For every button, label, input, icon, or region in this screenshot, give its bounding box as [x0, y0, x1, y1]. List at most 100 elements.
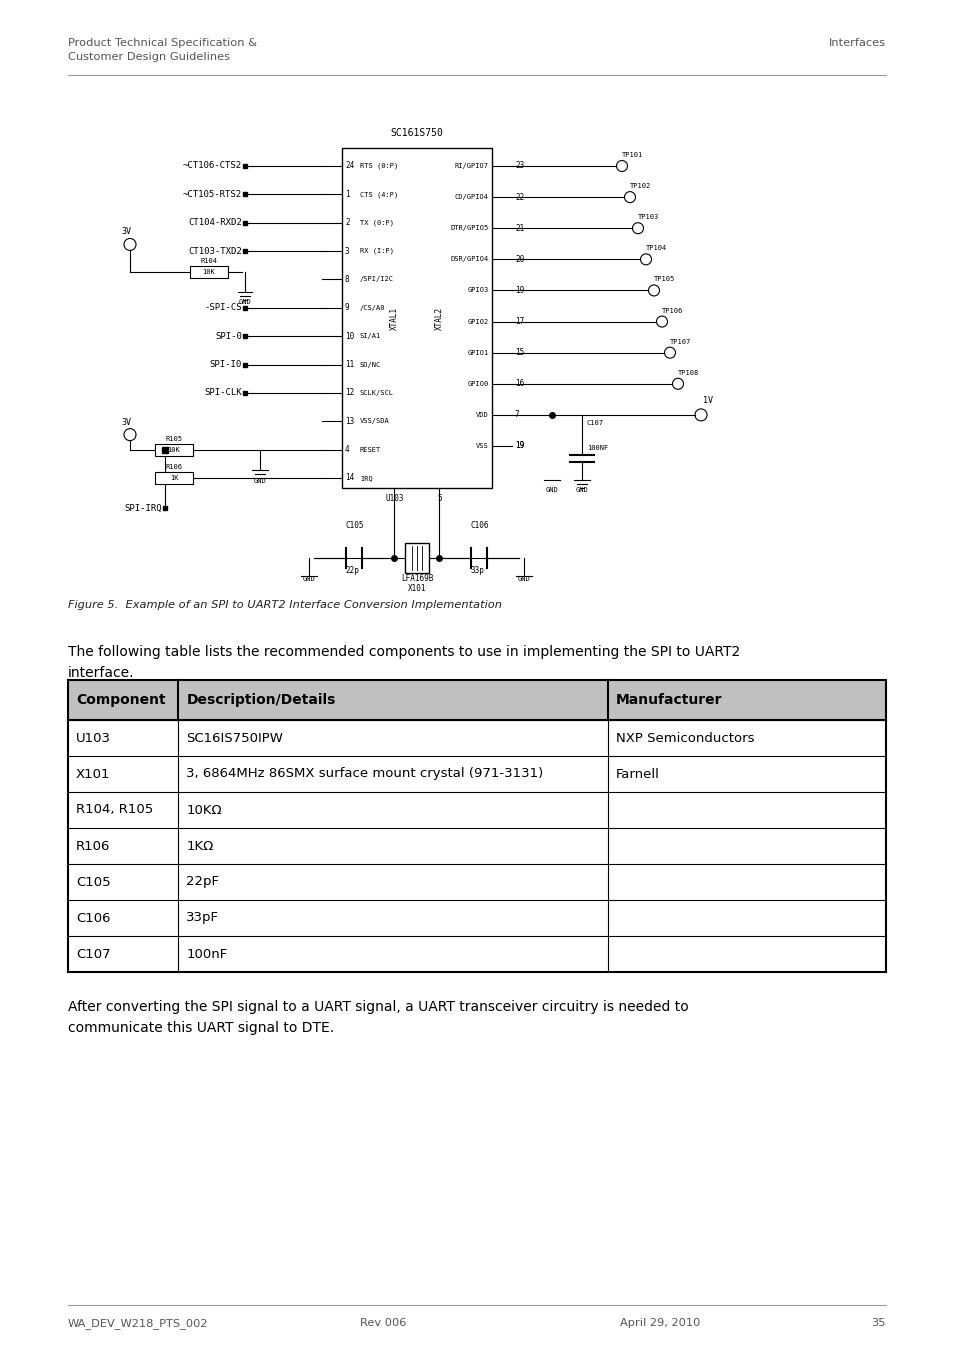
Text: 3V: 3V — [121, 227, 131, 236]
Text: TP104: TP104 — [645, 246, 666, 251]
Text: 33pF: 33pF — [186, 911, 219, 925]
Text: RI/GPIO7: RI/GPIO7 — [455, 163, 489, 169]
Text: 1K: 1K — [170, 475, 178, 481]
Text: 1V: 1V — [702, 396, 712, 405]
Text: Rev 006: Rev 006 — [359, 1318, 406, 1328]
Text: GND: GND — [575, 487, 588, 493]
Text: 17: 17 — [515, 317, 524, 327]
Text: SPI-CLK: SPI-CLK — [204, 389, 242, 397]
Text: RX (I:P): RX (I:P) — [359, 248, 394, 254]
Text: TP102: TP102 — [629, 184, 651, 189]
Text: C106: C106 — [76, 911, 111, 925]
Bar — [190, 266, 228, 278]
Text: GND: GND — [303, 576, 315, 582]
Text: April 29, 2010: April 29, 2010 — [619, 1318, 700, 1328]
Text: TP107: TP107 — [669, 339, 691, 344]
Text: 23: 23 — [515, 162, 524, 170]
Text: 21: 21 — [515, 224, 524, 232]
Text: SI/A1: SI/A1 — [359, 333, 381, 339]
Text: 14: 14 — [345, 474, 354, 482]
Text: The following table lists the recommended components to use in implementing the : The following table lists the recommende… — [68, 645, 740, 679]
Text: 15: 15 — [515, 348, 524, 358]
Text: U103: U103 — [76, 732, 111, 744]
Text: ~CT105-RTS2: ~CT105-RTS2 — [183, 190, 242, 198]
Text: C107: C107 — [76, 948, 111, 960]
Text: SC161S750: SC161S750 — [390, 128, 443, 138]
Text: GND: GND — [238, 300, 251, 305]
Text: R106: R106 — [76, 840, 111, 852]
Text: SCLK/SCL: SCLK/SCL — [359, 390, 394, 396]
Text: 5: 5 — [436, 494, 441, 504]
Text: 11: 11 — [345, 360, 354, 369]
Text: GPIO1: GPIO1 — [467, 350, 489, 355]
Text: GPIO0: GPIO0 — [467, 381, 489, 387]
Text: SC16IS750IPW: SC16IS750IPW — [186, 732, 283, 744]
Text: VDD: VDD — [476, 412, 489, 418]
Text: 3: 3 — [345, 247, 349, 255]
Text: XTAL1: XTAL1 — [390, 306, 398, 329]
Text: VSS/SDA: VSS/SDA — [359, 418, 390, 424]
Text: X101: X101 — [407, 585, 426, 593]
Text: 22p: 22p — [345, 566, 359, 575]
Text: VSS: VSS — [476, 443, 489, 450]
Text: WA_DEV_W218_PTS_002: WA_DEV_W218_PTS_002 — [68, 1318, 209, 1328]
Text: Figure 5.  Example of an SPI to UART2 Interface Conversion Implementation: Figure 5. Example of an SPI to UART2 Int… — [68, 599, 501, 610]
Text: TP105: TP105 — [654, 277, 675, 282]
Text: TP108: TP108 — [678, 370, 699, 375]
Text: 22pF: 22pF — [186, 876, 219, 888]
Text: TX (0:P): TX (0:P) — [359, 220, 394, 225]
Text: 4: 4 — [345, 446, 349, 454]
Text: 3, 6864MHz 86SMX surface mount crystal (971-3131): 3, 6864MHz 86SMX surface mount crystal (… — [186, 768, 543, 780]
Text: TP103: TP103 — [638, 215, 659, 220]
Text: SPI-0: SPI-0 — [214, 332, 242, 340]
Bar — [68, 680, 885, 720]
Text: 1: 1 — [345, 190, 349, 198]
Text: RTS (0:P): RTS (0:P) — [359, 163, 397, 169]
Text: Farnell: Farnell — [616, 768, 659, 780]
Text: ~CT106-CTS2: ~CT106-CTS2 — [183, 162, 242, 170]
Text: C105: C105 — [76, 876, 111, 888]
Text: GPIO2: GPIO2 — [467, 319, 489, 324]
Text: 16: 16 — [515, 379, 524, 389]
Text: U103: U103 — [385, 494, 403, 504]
Text: After converting the SPI signal to a UART signal, a UART transceiver circuitry i: After converting the SPI signal to a UAR… — [68, 1000, 688, 1034]
Text: C106: C106 — [470, 521, 488, 531]
Text: R105: R105 — [165, 436, 182, 441]
Text: CT103-TXD2: CT103-TXD2 — [188, 247, 242, 255]
Text: 19: 19 — [515, 441, 524, 451]
Text: Product Technical Specification &
Customer Design Guidelines: Product Technical Specification & Custom… — [68, 38, 256, 62]
Text: 7: 7 — [515, 410, 519, 420]
Text: 12: 12 — [345, 389, 354, 397]
Text: 24: 24 — [345, 162, 354, 170]
Bar — [68, 680, 885, 720]
Text: 3V: 3V — [121, 417, 131, 427]
Text: 19: 19 — [515, 286, 524, 294]
Text: 10: 10 — [345, 332, 354, 340]
Text: 22: 22 — [515, 193, 524, 201]
Text: 100nF: 100nF — [186, 948, 228, 960]
Text: SPI-I0: SPI-I0 — [210, 360, 242, 369]
Text: DSR/GPIO4: DSR/GPIO4 — [450, 256, 489, 262]
Bar — [154, 444, 193, 456]
Bar — [341, 148, 492, 487]
Text: X101: X101 — [76, 768, 111, 780]
Text: 10K: 10K — [168, 447, 180, 452]
Bar — [405, 543, 429, 572]
Text: NXP Semiconductors: NXP Semiconductors — [616, 732, 754, 744]
Text: Interfaces: Interfaces — [828, 38, 885, 49]
Text: 9: 9 — [345, 304, 349, 312]
Text: CTS (4:P): CTS (4:P) — [359, 192, 397, 197]
Text: 2: 2 — [345, 219, 349, 227]
Text: 10KΩ: 10KΩ — [186, 803, 222, 817]
Text: DTR/GPIO5: DTR/GPIO5 — [450, 225, 489, 231]
Text: 35: 35 — [871, 1318, 885, 1328]
Text: Component: Component — [76, 693, 166, 707]
Text: /SPI/I2C: /SPI/I2C — [359, 277, 394, 282]
Text: SPI-IRQ: SPI-IRQ — [124, 504, 162, 513]
Text: Manufacturer: Manufacturer — [616, 693, 721, 707]
Text: 33p: 33p — [470, 566, 484, 575]
Text: TP106: TP106 — [661, 308, 682, 313]
Text: XTAL2: XTAL2 — [435, 306, 443, 329]
Text: 8: 8 — [345, 275, 349, 284]
Text: GPIO3: GPIO3 — [467, 288, 489, 293]
